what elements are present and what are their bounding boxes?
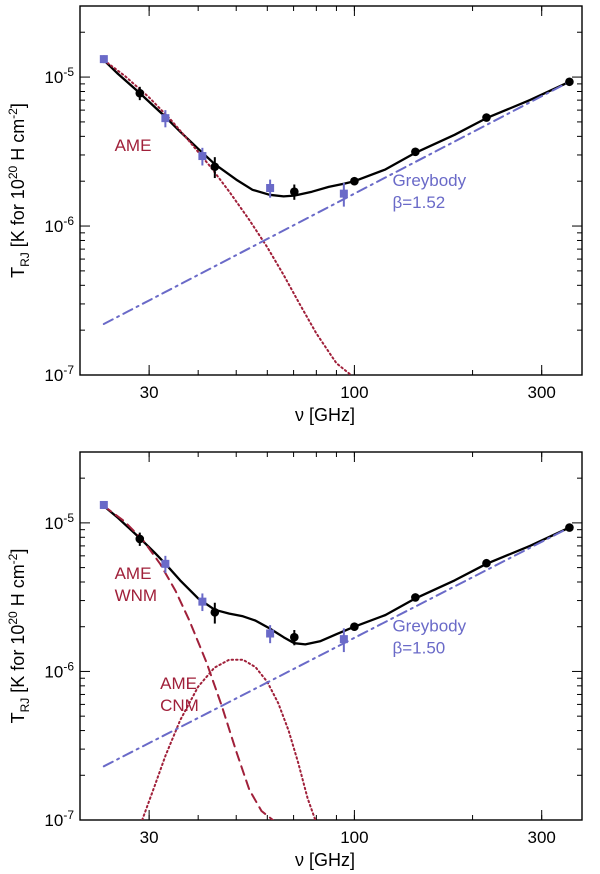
x-tick-label: 300 [528, 828, 556, 847]
y-tick-label: 10-6 [44, 659, 74, 681]
x-axis-title: ν [GHz] [295, 405, 355, 425]
y-tick-exponent: -6 [63, 659, 74, 673]
x-axis-title: ν [GHz] [295, 850, 355, 870]
y-title-text: [K for 10 [8, 625, 28, 698]
y-tick-label: 10-5 [44, 65, 74, 87]
y-title-text: H cm [8, 119, 28, 166]
data-point-circle [565, 523, 574, 532]
data-point-circle [565, 77, 574, 87]
x-tick-label: 30 [140, 383, 159, 402]
total-model-curve [102, 504, 571, 646]
y-title-sub: RJ [18, 252, 32, 267]
y-title-sub: RJ [18, 698, 32, 713]
y-tick-label: 10-7 [44, 363, 74, 385]
data-point-square [339, 189, 348, 198]
ame-cnm-label: CNM [160, 696, 199, 715]
data-point-square [266, 184, 275, 193]
data-point-square [198, 597, 207, 606]
y-title-sup: 20 [6, 165, 20, 179]
plot-frame [79, 451, 583, 821]
data-point-circle [411, 593, 420, 602]
y-title-text: ] [8, 103, 28, 108]
x-tick-label: 100 [340, 383, 368, 402]
data-point-square [161, 559, 170, 568]
data-point-circle [350, 176, 359, 186]
ame-cnm-label: AME [160, 674, 197, 693]
data-point-circle [135, 88, 145, 98]
y-tick-base: 10 [44, 217, 63, 236]
y-tick-base: 10 [44, 366, 63, 385]
data-point-square [99, 500, 108, 509]
data-point-circle [411, 147, 420, 157]
y-tick-label: 10-5 [44, 511, 74, 533]
greybody-curve [102, 526, 571, 768]
x-tick-label: 300 [528, 383, 556, 402]
ame-label: AME [115, 136, 152, 155]
y-title-sup: -2 [6, 553, 20, 564]
data-point-circle [482, 558, 491, 568]
y-tick-exponent: -7 [63, 808, 74, 822]
y-tick-label: 10-6 [44, 214, 74, 236]
y-tick-label: 10-7 [44, 808, 74, 830]
y-title-text: ] [8, 549, 28, 554]
y-tick-exponent: -7 [63, 363, 74, 377]
greybody-label: β=1.50 [392, 639, 445, 658]
data-point-circle [210, 162, 220, 172]
y-title-sup: 20 [6, 611, 20, 625]
ame-wnm-curve [102, 505, 274, 820]
x-tick-label: 100 [340, 828, 368, 847]
data-point-circle [210, 608, 220, 617]
y-tick-exponent: -6 [63, 214, 74, 228]
ame-wnm-label: WNM [115, 586, 157, 605]
y-tick-exponent: -5 [63, 511, 74, 525]
y-tick-base: 10 [44, 811, 63, 830]
total-model-curve [102, 58, 571, 198]
y-tick-exponent: -5 [63, 65, 74, 79]
greybody-label: β=1.52 [392, 193, 445, 212]
y-title-sup: -2 [6, 108, 20, 119]
y-title-text: H cm [8, 564, 28, 611]
y-title-main: T [8, 267, 28, 278]
data-point-square [266, 629, 275, 638]
y-axis-title: TRJ [K for 1020 H cm-2] [6, 549, 32, 724]
y-tick-base: 10 [44, 662, 63, 681]
x-tick-label: 30 [140, 828, 159, 847]
data-point-square [99, 55, 108, 64]
y-tick-base: 10 [44, 514, 63, 533]
data-point-square [198, 152, 207, 161]
data-point-square [339, 635, 348, 644]
data-point-circle [135, 534, 145, 544]
plot-frame [79, 5, 583, 376]
ame-curve [102, 59, 352, 375]
greybody-curve [102, 80, 571, 325]
y-axis-title: TRJ [K for 1020 H cm-2] [6, 103, 32, 278]
data-point-square [161, 114, 170, 123]
y-title-text: [K for 10 [8, 179, 28, 252]
y-title-main: T [8, 712, 28, 723]
data-point-circle [482, 113, 491, 122]
greybody-label: Greybody [392, 171, 466, 190]
data-point-circle [350, 622, 359, 632]
greybody-label: Greybody [392, 617, 466, 636]
ame-cnm-curve [141, 658, 317, 820]
ame-wnm-label: AME [115, 564, 152, 583]
data-point-circle [290, 632, 299, 642]
y-tick-base: 10 [44, 68, 63, 87]
data-point-circle [290, 187, 299, 197]
